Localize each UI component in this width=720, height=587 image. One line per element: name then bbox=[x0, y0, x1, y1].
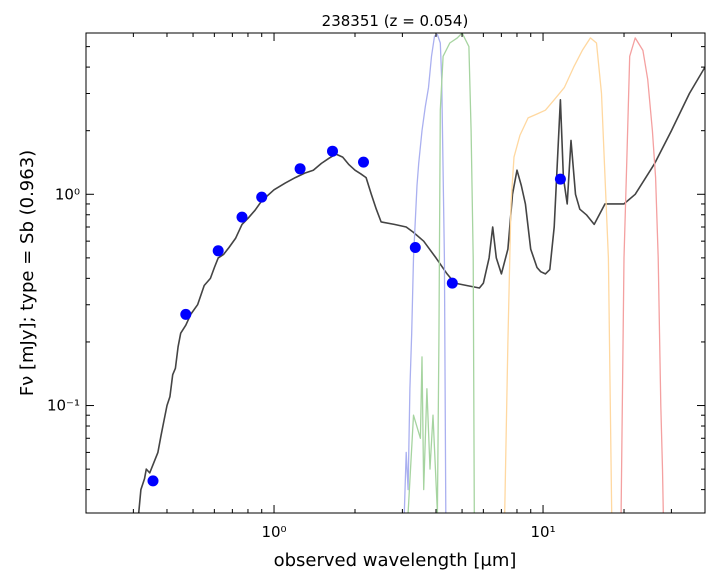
y-axis-label: Fν [mJy]; type = Sb (0.963) bbox=[17, 150, 38, 396]
axis-ticks: 10⁰ 10¹ 10⁻¹ 10⁰ bbox=[47, 33, 705, 541]
photometry-point bbox=[236, 211, 248, 223]
photometry-point bbox=[409, 242, 421, 253]
photometry-point bbox=[446, 277, 458, 289]
filter-curve-2 bbox=[407, 33, 475, 513]
photometry-point bbox=[294, 163, 306, 175]
plot-frame bbox=[85, 32, 706, 514]
x-tick-label: 10⁰ bbox=[261, 523, 286, 541]
photometry-point bbox=[554, 173, 566, 185]
photometry-point bbox=[180, 308, 192, 320]
photometry-point bbox=[147, 475, 159, 487]
y-tick-label: 10⁻¹ bbox=[47, 397, 80, 415]
photometry-point bbox=[327, 145, 338, 157]
filter-curve-3 bbox=[504, 37, 613, 513]
filter-curve-1 bbox=[403, 33, 447, 513]
x-tick-label: 10¹ bbox=[530, 523, 555, 541]
photometry-points bbox=[147, 145, 566, 487]
series-layer bbox=[137, 33, 705, 513]
chart-title: 238351 (z = 0.054) bbox=[322, 12, 469, 30]
photometry-point bbox=[212, 245, 224, 257]
photometry-point bbox=[256, 191, 268, 203]
model-sed-line bbox=[137, 66, 705, 513]
x-axis-label: observed wavelength [μm] bbox=[274, 550, 517, 571]
photometry-point bbox=[358, 156, 369, 168]
filter-curve-4 bbox=[620, 37, 664, 513]
y-tick-label: 10⁰ bbox=[55, 185, 80, 203]
